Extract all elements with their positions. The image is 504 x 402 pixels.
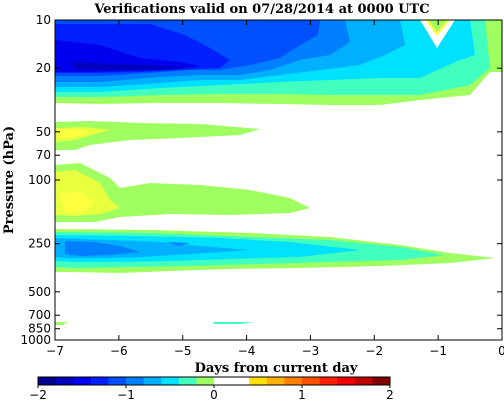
colorbar-swatch: [55, 377, 74, 385]
x-axis-label: Days from current day: [195, 361, 358, 376]
colorbar-tick-label: 1: [298, 388, 306, 402]
colorbar-swatch: [231, 377, 250, 385]
y-tick-label: 250: [28, 237, 51, 251]
x-tick-label: 0: [498, 344, 504, 358]
y-tick-label: 10: [36, 13, 51, 27]
x-tick-label: −5: [174, 344, 192, 358]
chart-title: Verifications valid on 07/28/2014 at 000…: [93, 2, 429, 17]
colorbar-swatch: [337, 377, 356, 385]
contour-100-inner: [60, 192, 95, 213]
y-tick-label: 50: [36, 125, 51, 139]
x-tick-label: −1: [429, 344, 447, 358]
colorbar-swatch: [161, 377, 180, 385]
y-tick-label: 700: [28, 308, 51, 322]
colorbar-tick-label: −2: [29, 388, 47, 402]
colorbar-swatch: [302, 377, 321, 385]
colorbar-tick-label: 2: [386, 388, 394, 402]
colorbar-tick-label: 0: [210, 388, 218, 402]
contour-50-inner: [58, 130, 90, 138]
colorbar-swatch: [214, 377, 233, 385]
x-tick-label: −6: [110, 344, 128, 358]
y-axis-label: Pressure (hPa): [2, 126, 17, 234]
y-tick-label: 850: [28, 322, 51, 336]
contour-250-dot: [168, 242, 190, 246]
plot-area: [54, 19, 503, 341]
x-axis: −7 −6 −5 −4 −3 −2 −1 0: [46, 20, 504, 358]
x-tick-label: −2: [365, 344, 383, 358]
colorbar-swatch: [178, 377, 197, 385]
colorbar-swatch: [126, 377, 145, 385]
y-tick-label: 500: [28, 285, 51, 299]
colorbar: [37, 376, 391, 386]
colorbar-swatch: [266, 377, 285, 385]
colorbar-tick-label: −1: [117, 388, 135, 402]
y-tick-label: 1000: [20, 333, 51, 347]
colorbar-swatch: [90, 377, 109, 385]
contour-50-outer: [55, 121, 260, 150]
colorbar-swatch: [196, 377, 215, 385]
contour-250-blue: [65, 241, 140, 256]
colorbar-swatch: [249, 377, 268, 385]
contour-upper-darkest: [70, 62, 190, 70]
x-tick-label: −7: [46, 344, 64, 358]
colorbar-ticks: −2 −1 0 1 2: [29, 385, 394, 402]
colorbar-swatch: [108, 377, 127, 385]
colorbar-swatch: [372, 377, 391, 385]
y-tick-label: 100: [28, 173, 51, 187]
colorbar-swatch: [38, 377, 57, 385]
colorbar-swatch: [284, 377, 303, 385]
x-tick-label: −4: [238, 344, 256, 358]
colorbar-swatch: [354, 377, 373, 385]
x-tick-label: −3: [302, 344, 320, 358]
y-tick-label: 20: [36, 61, 51, 75]
colorbar-swatch: [73, 377, 92, 385]
contour-sfc-mid: [212, 322, 255, 324]
y-tick-label: 70: [36, 148, 51, 162]
contour-sfc-left: [55, 322, 68, 325]
colorbar-swatch: [143, 377, 162, 385]
colorbar-swatch: [319, 377, 338, 385]
contour-notch-yellow: [428, 20, 447, 32]
